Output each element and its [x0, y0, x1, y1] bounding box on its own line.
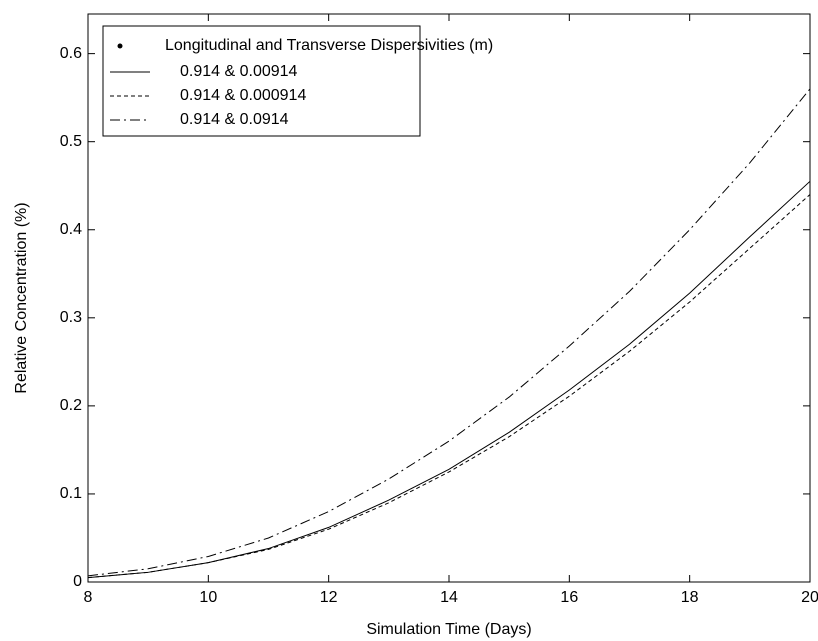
legend-title: Longitudinal and Transverse Dispersiviti…: [165, 37, 493, 54]
y-tick-label: 0.1: [60, 485, 82, 502]
x-tick-label: 14: [440, 589, 458, 606]
legend: Longitudinal and Transverse Dispersiviti…: [102, 25, 493, 137]
y-tick-label: 0.5: [60, 133, 82, 150]
x-tick-label: 10: [199, 589, 217, 606]
y-tick-label: 0.6: [60, 45, 82, 62]
x-tick-label: 20: [801, 589, 818, 606]
y-tick-label: 0.4: [60, 221, 82, 238]
legend-label: 0.914 & 0.00914: [180, 63, 298, 80]
legend-label: 0.914 & 0.000914: [180, 87, 306, 104]
x-tick-label: 16: [560, 589, 578, 606]
data-line: [87, 194, 811, 579]
y-tick-label: 0: [73, 573, 82, 590]
legend-marker: [117, 43, 123, 49]
x-axis-label: Simulation Time (Days): [366, 621, 531, 638]
y-tick-label: 0.2: [60, 397, 82, 414]
y-tick-label: 0.3: [60, 309, 82, 326]
y-axis-label: Relative Concentration (%): [13, 202, 30, 393]
legend-box: [102, 25, 421, 137]
data-line: [87, 88, 811, 577]
legend-label: 0.914 & 0.0914: [180, 111, 289, 128]
x-tick-label: 12: [320, 589, 338, 606]
x-tick-label: 18: [681, 589, 699, 606]
x-tick-label: 8: [84, 589, 93, 606]
